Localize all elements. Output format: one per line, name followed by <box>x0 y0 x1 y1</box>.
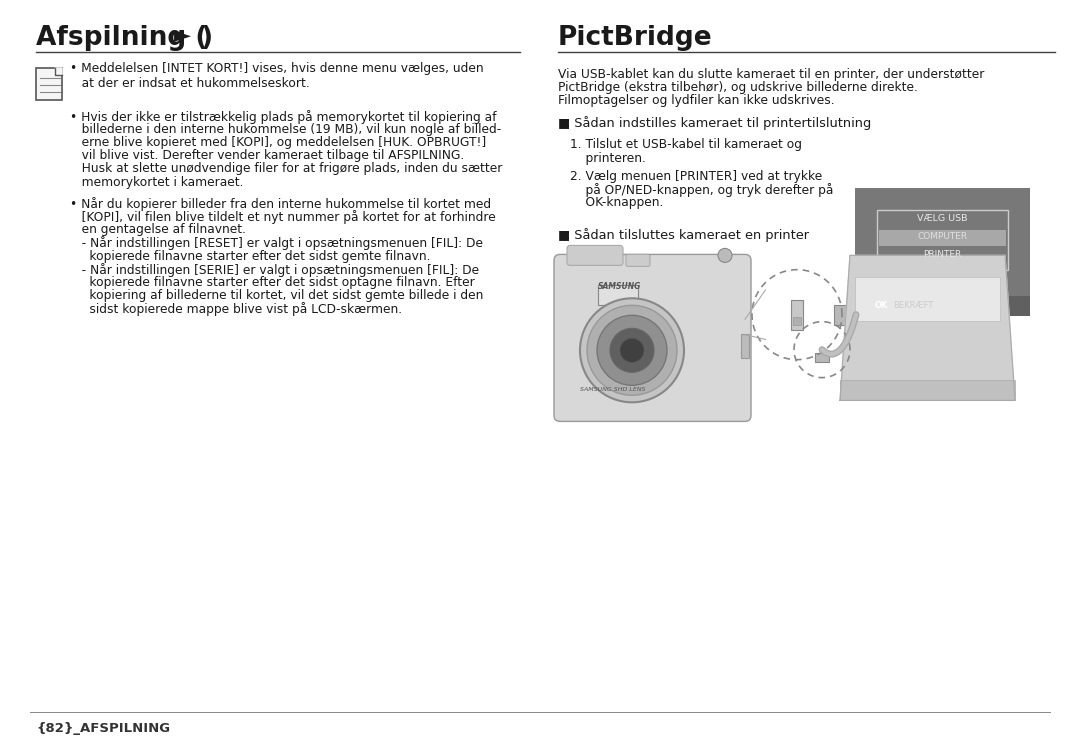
FancyBboxPatch shape <box>554 254 751 421</box>
Text: Filmoptagelser og lydfiler kan ikke udskrives.: Filmoptagelser og lydfiler kan ikke udsk… <box>558 95 835 107</box>
Text: sidst kopierede mappe blive vist på LCD-skærmen.: sidst kopierede mappe blive vist på LCD-… <box>70 302 402 316</box>
Text: BEKRÆFT: BEKRÆFT <box>893 301 933 310</box>
Text: COMPUTER: COMPUTER <box>917 232 968 241</box>
Bar <box>855 188 1030 316</box>
Text: Husk at slette unødvendige filer for at frigøre plads, inden du sætter: Husk at slette unødvendige filer for at … <box>70 163 502 175</box>
Text: VÆLG USB: VÆLG USB <box>917 214 968 223</box>
Circle shape <box>610 328 654 372</box>
FancyBboxPatch shape <box>840 380 1015 401</box>
Text: memorykortet i kameraet.: memorykortet i kameraet. <box>70 175 243 189</box>
Text: ■ Sådan tilsluttes kameraet en printer: ■ Sådan tilsluttes kameraet en printer <box>558 228 809 242</box>
Text: PictBridge (ekstra tilbehør), og udskrive billederne direkte.: PictBridge (ekstra tilbehør), og udskriv… <box>558 81 918 94</box>
Text: SAMSUNG SHD LENS: SAMSUNG SHD LENS <box>580 387 646 392</box>
Text: [KOPI], vil filen blive tildelt et nyt nummer på kortet for at forhindre: [KOPI], vil filen blive tildelt et nyt n… <box>70 210 496 224</box>
Text: printeren.: printeren. <box>570 151 646 165</box>
Text: Afspilning (: Afspilning ( <box>36 25 216 51</box>
Bar <box>855 278 1000 321</box>
Text: kopierede filnavne starter efter det sidst optagne filnavn. Efter: kopierede filnavne starter efter det sid… <box>70 276 475 289</box>
Text: på OP/NED-knappen, og tryk derefter på: på OP/NED-knappen, og tryk derefter på <box>570 183 834 197</box>
Text: vil blive vist. Derefter vender kameraet tilbage til AFSPILNING.: vil blive vist. Derefter vender kameraet… <box>70 149 464 162</box>
Text: erne blive kopieret med [KOPI], og meddelelsen [HUK. OPBRUGT!]: erne blive kopieret med [KOPI], og medde… <box>70 136 486 149</box>
Text: OK-knappen.: OK-knappen. <box>570 196 663 209</box>
Text: ): ) <box>192 25 213 51</box>
Bar <box>793 316 801 325</box>
Text: • Når du kopierer billeder fra den interne hukommelse til kortet med: • Når du kopierer billeder fra den inter… <box>70 197 491 211</box>
Bar <box>741 333 750 357</box>
Bar <box>877 210 1008 270</box>
Text: 2. Vælg menuen [PRINTER] ved at trykke: 2. Vælg menuen [PRINTER] ved at trykke <box>570 170 822 183</box>
Text: Via USB-kablet kan du slutte kameraet til en printer, der understøtter: Via USB-kablet kan du slutte kameraet ti… <box>558 68 984 81</box>
Text: ■ Sådan indstilles kameraet til printertilslutning: ■ Sådan indstilles kameraet til printert… <box>558 116 872 131</box>
Circle shape <box>718 248 732 263</box>
Bar <box>873 299 889 312</box>
Bar <box>834 304 848 325</box>
Bar <box>855 296 1030 316</box>
Circle shape <box>580 298 684 402</box>
Text: 1. Tilslut et USB-kabel til kameraet og: 1. Tilslut et USB-kabel til kameraet og <box>570 139 802 151</box>
Bar <box>598 286 638 305</box>
Polygon shape <box>55 68 62 75</box>
Circle shape <box>588 305 677 395</box>
Circle shape <box>620 338 644 363</box>
Text: OK: OK <box>875 301 888 310</box>
Text: {82}_AFSPILNING: {82}_AFSPILNING <box>36 722 171 735</box>
Polygon shape <box>840 255 1015 401</box>
FancyBboxPatch shape <box>567 245 623 266</box>
FancyBboxPatch shape <box>626 254 650 266</box>
Bar <box>815 353 829 362</box>
Text: • Hvis der ikke er tilstrækkelig plads på memorykortet til kopiering af: • Hvis der ikke er tilstrækkelig plads p… <box>70 110 497 124</box>
Bar <box>879 230 1005 246</box>
Text: kopierede filnavne starter efter det sidst gemte filnavn.: kopierede filnavne starter efter det sid… <box>70 250 431 263</box>
Text: PictBridge: PictBridge <box>558 25 713 51</box>
Text: ►: ► <box>174 25 191 45</box>
Text: PRINTER: PRINTER <box>923 250 961 259</box>
Text: billederne i den interne hukommelse (19 MB), vil kun nogle af billed-: billederne i den interne hukommelse (19 … <box>70 123 501 136</box>
Text: en gentagelse af filnavnet.: en gentagelse af filnavnet. <box>70 223 246 236</box>
FancyBboxPatch shape <box>36 68 62 100</box>
Bar <box>791 300 804 330</box>
Text: kopiering af billederne til kortet, vil det sidst gemte billede i den: kopiering af billederne til kortet, vil … <box>70 289 484 302</box>
Text: - Når indstillingen [RESET] er valgt i opsætningsmenuen [FIL]: De: - Når indstillingen [RESET] er valgt i o… <box>70 236 483 251</box>
Text: • Meddelelsen [INTET KORT!] vises, hvis denne menu vælges, uden
   at der er ind: • Meddelelsen [INTET KORT!] vises, hvis … <box>70 62 484 90</box>
Circle shape <box>597 316 667 385</box>
Text: SAMSUNG: SAMSUNG <box>598 283 642 292</box>
Text: - Når indstillingen [SERIE] er valgt i opsætningsmenuen [FIL]: De: - Når indstillingen [SERIE] er valgt i o… <box>70 263 480 277</box>
